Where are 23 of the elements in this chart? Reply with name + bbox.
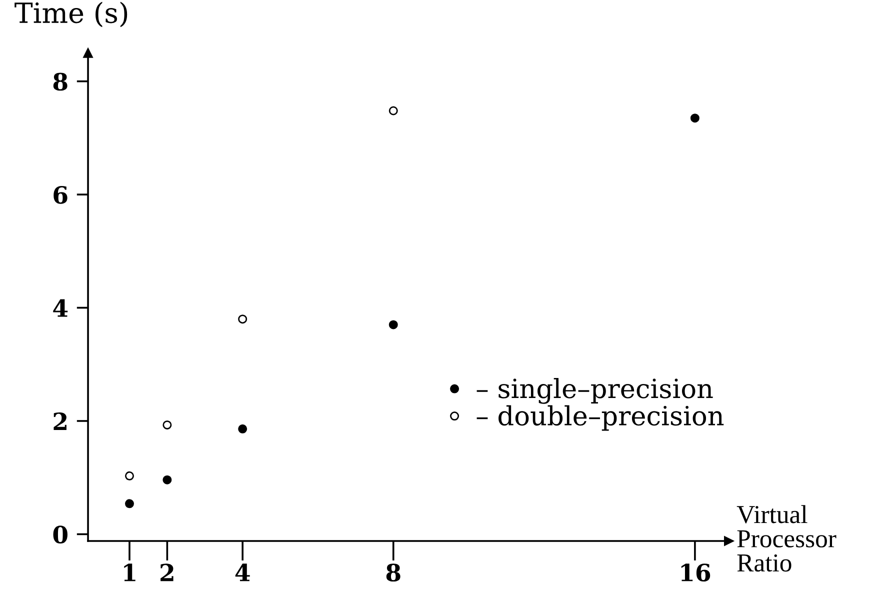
legend-label: – double–precision [476,405,724,431]
x-tick-label: 1 [124,564,136,582]
y-tick-label: 0 [53,526,68,544]
x-tick-label: 4 [235,564,250,582]
y-axis-title: Time (s) [14,2,128,28]
x-tick-label: 16 [681,564,710,582]
point [690,114,700,123]
point [238,424,248,434]
point [124,471,134,480]
legend-label: – single–precision [476,378,713,404]
point [388,320,398,330]
y-tick-label: 4 [53,299,68,317]
point [124,499,134,508]
y-tick-label: 8 [53,72,68,91]
x-axis-title: Virtual Processor Ratio [736,505,836,572]
point [238,314,248,324]
x-tick-label: 8 [386,564,400,582]
point [162,420,172,430]
point [162,475,172,484]
point [388,106,398,116]
y-tick-label: 2 [54,412,66,430]
y-tick-label: 6 [54,186,68,204]
x-tick-label: 2 [160,564,174,582]
